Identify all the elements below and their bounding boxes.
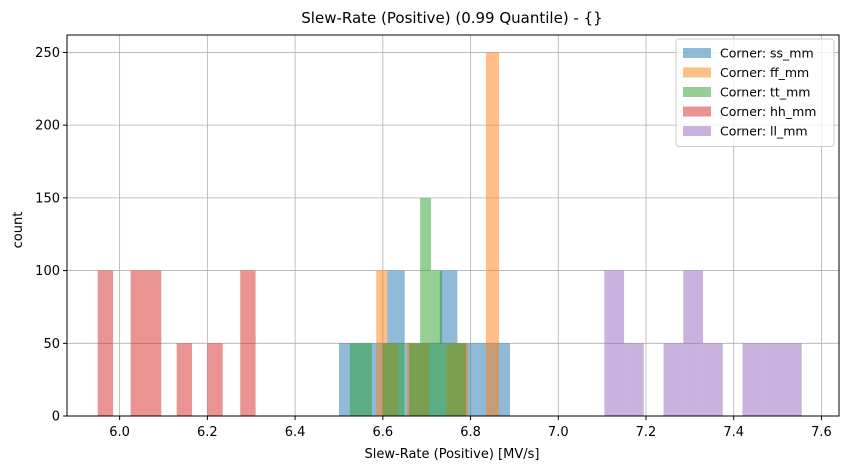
x-tick-label: 6.8 (460, 425, 481, 440)
legend: Corner: ss_mm Corner: ff_mm Corner: tt_mm C… (675, 38, 835, 147)
legend-swatch (683, 126, 711, 136)
plot-frame (66, 34, 840, 417)
legend-label: Corner: ll_mm (720, 124, 808, 139)
histogram-bar (420, 197, 432, 416)
histogram-bar (338, 343, 353, 416)
histogram-bar (240, 270, 256, 416)
histogram-bar (349, 343, 361, 416)
series-3 (97, 270, 256, 416)
histogram-bar (442, 343, 453, 416)
histogram-bar (176, 343, 193, 416)
y-tick-label: 200 (35, 119, 60, 134)
histogram-bar (453, 343, 467, 416)
legend-swatch (683, 67, 711, 78)
legend-box (675, 38, 835, 147)
histogram-bar (97, 270, 114, 416)
y-tick-label: 0 (52, 410, 60, 425)
y-tick-label: 150 (35, 191, 60, 206)
legend-label: Corner: tt_mm (720, 85, 810, 100)
histogram-bar (663, 343, 684, 416)
legend-label: Corner: ss_mm (720, 46, 814, 61)
histogram-bar (683, 270, 704, 416)
histogram-bar (703, 343, 723, 416)
histogram-bar (376, 270, 388, 416)
series-4 (604, 270, 802, 416)
y-tick-label: 100 (35, 264, 60, 279)
x-tick-label: 6.4 (285, 425, 306, 440)
x-tick-label: 6.6 (372, 425, 393, 440)
x-tick-label: 6.2 (197, 425, 218, 440)
histogram-bar (393, 343, 405, 416)
histogram-bar (624, 343, 644, 416)
histogram-bar (130, 270, 146, 416)
y-tick-label: 50 (43, 337, 60, 352)
series-2 (349, 197, 467, 416)
legend-swatch (683, 106, 711, 117)
legend-swatch (683, 48, 711, 58)
x-tick-label: 7.2 (636, 425, 657, 440)
legend-label: Corner: hh_mm (720, 104, 816, 119)
histogram-bar (485, 52, 500, 417)
histogram-bar (762, 343, 782, 416)
legend-swatch (683, 87, 711, 97)
x-tick-label: 7.0 (548, 425, 569, 440)
x-ticks: 6.0 6.2 6.4 6.6 6.8 7.0 7.2 7.4 7.6 (109, 416, 832, 440)
legend-label: Corner: ff_mm (720, 65, 809, 80)
y-ticks: 0 50 100 150 200 250 (35, 46, 67, 425)
y-tick-label: 250 (35, 46, 60, 61)
chart-title: Slew-Rate (Positive) (0.99 Quantile) - {… (301, 9, 602, 27)
x-axis-label: Slew-Rate (Positive) [MV/s] (365, 447, 540, 462)
histogram-bar (604, 270, 625, 416)
histogram-bar (360, 343, 372, 416)
x-tick-label: 6.0 (109, 425, 130, 440)
x-tick-label: 7.4 (723, 425, 744, 440)
histogram-bar (145, 270, 162, 416)
histogram-bar (409, 343, 421, 416)
histogram-bar (742, 343, 763, 416)
histogram-bar (382, 343, 394, 416)
bars (97, 52, 802, 417)
histogram-bar (207, 343, 223, 416)
histogram-bar (431, 270, 443, 416)
y-axis-label: count (11, 212, 26, 249)
x-tick-label: 7.6 (811, 425, 832, 440)
histogram-bar (781, 343, 802, 416)
